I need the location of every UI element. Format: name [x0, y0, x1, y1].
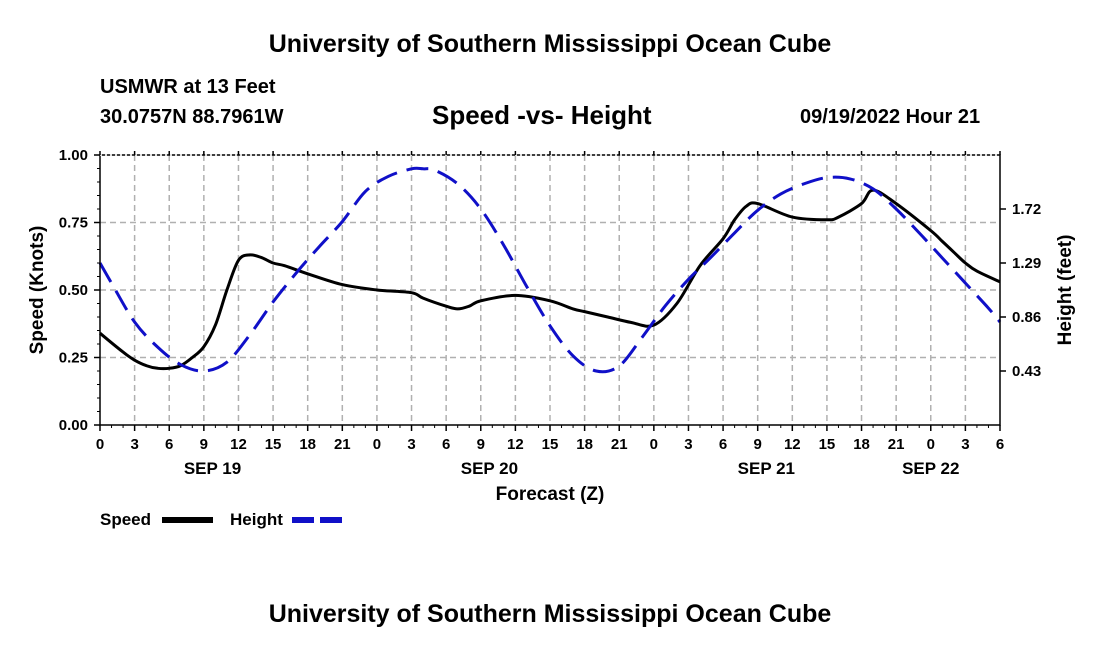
- y-left-tick-label: 1.00: [59, 147, 88, 164]
- x-tick-label: 9: [477, 436, 485, 453]
- axes: 0 3 6 9 12 15 18 21 0 3 6 9 12 15 18 21 0 3 6 9 12 15 18 21 0 3 6S…: [27, 147, 1076, 505]
- x-tick-label: 6: [719, 436, 727, 453]
- chart-subtitle: Speed -vs- Height: [432, 100, 652, 130]
- station-label: USMWR at 13 Feet: [100, 76, 276, 98]
- x-tick-label: 15: [819, 436, 836, 453]
- speed-series-line: [99, 188, 1001, 371]
- y-left-tick-label: 0.50: [59, 282, 88, 299]
- x-tick-label: 21: [888, 436, 905, 453]
- bottom-title: University of Southern Mississippi Ocean…: [268, 600, 832, 628]
- speed-height-chart: 0 3 6 9 12 15 18 21 0 3 6 9 12 15 18 21 0 3 6 9 12 15 18 21 0 3 6S…: [27, 147, 1076, 529]
- x-tick-label: 18: [853, 436, 870, 453]
- height-series-line: [98, 166, 1002, 374]
- x-tick-label: 6: [165, 436, 173, 453]
- forecast-datetime: 09/19/2022 Hour 21: [800, 106, 981, 128]
- date-label: SEP 19: [184, 459, 241, 478]
- legend-speed-label: Speed: [100, 510, 151, 529]
- x-tick-label: 21: [334, 436, 351, 453]
- y-left-tick-label: 0.25: [59, 350, 88, 367]
- x-tick-label: 6: [442, 436, 450, 453]
- x-tick-label: 0: [373, 436, 381, 453]
- station-coordinates: 30.0757N 88.7961W: [100, 106, 284, 128]
- y-right-tick-label: 1.29: [1012, 255, 1041, 272]
- legend: Speed Height: [100, 510, 342, 529]
- x-tick-label: 3: [130, 436, 138, 453]
- x-tick-label: 12: [507, 436, 524, 453]
- date-label: SEP 20: [461, 459, 518, 478]
- x-tick-label: 3: [407, 436, 415, 453]
- x-axis-title: Forecast (Z): [496, 484, 605, 505]
- x-tick-label: 18: [576, 436, 593, 453]
- y-left-tick-label: 0.75: [59, 215, 88, 232]
- date-label: SEP 21: [738, 459, 795, 478]
- x-tick-label: 0: [650, 436, 658, 453]
- x-tick-label: 15: [265, 436, 282, 453]
- date-label: SEP 22: [902, 459, 959, 478]
- y-left-axis-title: Speed (Knots): [27, 226, 48, 355]
- x-tick-label: 12: [230, 436, 247, 453]
- x-tick-label: 9: [200, 436, 208, 453]
- x-tick-label: 0: [927, 436, 935, 453]
- y-right-axis-title: Height (feet): [1055, 235, 1076, 346]
- legend-height-label: Height: [230, 510, 283, 529]
- x-tick-label: 6: [996, 436, 1004, 453]
- x-tick-label: 3: [684, 436, 692, 453]
- x-tick-label: 15: [542, 436, 559, 453]
- x-tick-label: 0: [96, 436, 104, 453]
- top-title: University of Southern Mississippi Ocean…: [268, 30, 832, 58]
- y-right-tick-label: 0.43: [1012, 363, 1041, 380]
- x-tick-label: 9: [754, 436, 762, 453]
- x-tick-label: 3: [961, 436, 969, 453]
- x-tick-label: 18: [299, 436, 316, 453]
- y-left-tick-label: 0.00: [59, 417, 88, 434]
- y-right-tick-label: 1.72: [1012, 201, 1041, 218]
- grid-lines: [100, 155, 1000, 425]
- series-lines: [98, 166, 1002, 374]
- y-right-tick-label: 0.86: [1012, 309, 1041, 326]
- x-tick-label: 12: [784, 436, 801, 453]
- x-tick-label: 21: [611, 436, 628, 453]
